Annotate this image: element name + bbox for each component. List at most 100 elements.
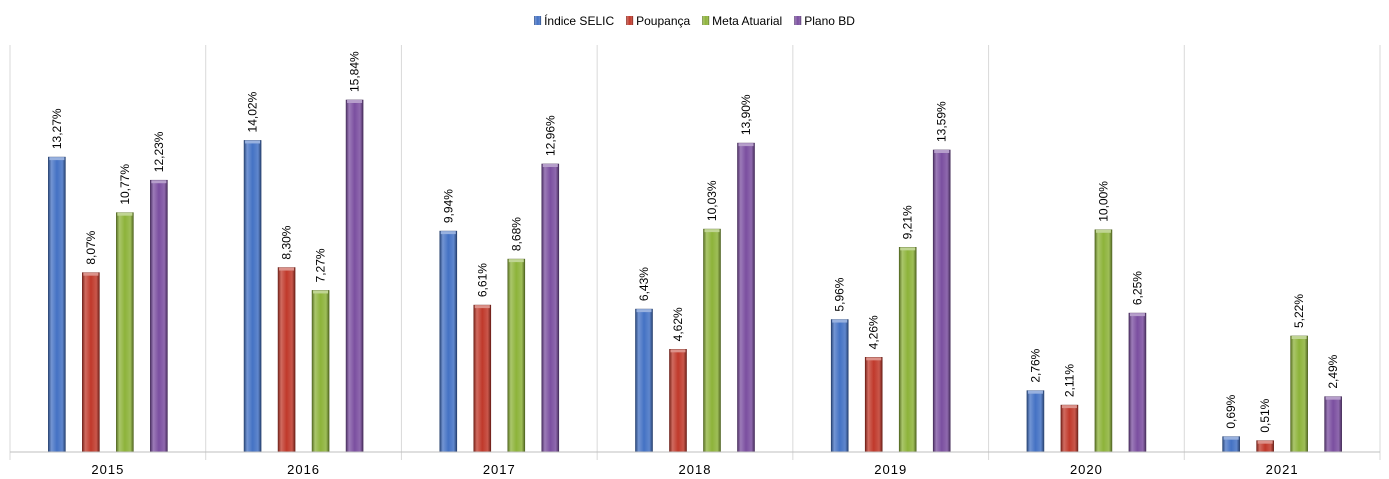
bar-plano-bd-2021 <box>1324 396 1342 453</box>
data-label: 6,25% <box>1130 271 1144 305</box>
data-label: 2,49% <box>1326 354 1340 388</box>
data-label: 0,69% <box>1224 394 1238 428</box>
data-label: 6,43% <box>637 267 651 301</box>
legend-item-plano-bd: Plano BD <box>794 14 855 28</box>
bar-top-highlight <box>738 143 754 147</box>
bar-top-highlight <box>704 229 720 233</box>
data-label: 10,77% <box>118 164 132 205</box>
x-tick-label: 2021 <box>1266 462 1299 477</box>
bar-plano-bd-2016 <box>345 99 364 453</box>
bar-top-highlight <box>1325 396 1341 400</box>
bar-indice-selic-2017 <box>439 230 458 453</box>
bar-top-highlight <box>347 100 363 103</box>
bar-poupanca-2020 <box>1060 404 1079 453</box>
bar-top-highlight <box>117 212 133 216</box>
bars <box>48 99 1342 453</box>
bar-poupanca-2017 <box>473 304 492 453</box>
data-label: 13,59% <box>935 101 949 142</box>
bar-top-highlight <box>636 309 652 313</box>
legend-swatch <box>626 16 634 25</box>
x-tick-label: 2018 <box>679 462 712 477</box>
bar-meta-atuarial-2019 <box>898 247 917 453</box>
bar-indice-selic-2015 <box>48 156 66 453</box>
data-label: 15,84% <box>348 51 362 92</box>
x-tick-label: 2020 <box>1070 462 1103 477</box>
data-label: 8,68% <box>509 217 523 251</box>
x-tick-label: 2019 <box>874 462 907 477</box>
bar-top-highlight <box>83 272 99 276</box>
bar-top-highlight <box>1061 405 1077 409</box>
bar-poupanca-2016 <box>277 267 296 453</box>
legend-item-poupanca: Poupança <box>626 14 690 28</box>
bar-top-highlight <box>670 349 686 353</box>
bar-indice-selic-2020 <box>1026 390 1045 453</box>
x-tick-label: 2017 <box>483 462 516 477</box>
data-label: 14,02% <box>246 91 260 132</box>
bar-top-highlight <box>474 305 490 309</box>
category-separators <box>9 45 1381 460</box>
data-label: 4,62% <box>671 307 685 341</box>
bar-meta-atuarial-2015 <box>116 212 134 453</box>
data-label: 8,07% <box>84 230 98 264</box>
legend-label: Plano BD <box>804 14 855 28</box>
bar-meta-atuarial-2017 <box>507 258 526 453</box>
legend-label: Poupança <box>636 14 690 28</box>
x-tick-label: 2016 <box>287 462 320 477</box>
data-label: 8,30% <box>280 225 294 259</box>
data-label: 5,96% <box>833 277 847 311</box>
bar-top-highlight <box>151 180 167 184</box>
bar-top-highlight <box>1095 229 1111 233</box>
data-label: 10,00% <box>1096 181 1110 222</box>
bar-poupanca-2019 <box>864 357 883 453</box>
bar-meta-atuarial-2018 <box>703 228 721 453</box>
bar-top-highlight <box>49 157 65 161</box>
legend-label: Meta Atuarial <box>712 14 782 28</box>
bar-indice-selic-2019 <box>830 319 849 453</box>
data-label: 4,26% <box>867 315 881 349</box>
data-label: 2,11% <box>1062 364 1076 397</box>
bar-top-highlight <box>900 247 916 251</box>
bar-top-highlight <box>1257 440 1273 444</box>
bar-meta-atuarial-2020 <box>1094 229 1113 453</box>
bar-plano-bd-2019 <box>932 149 951 453</box>
bar-top-highlight <box>245 140 261 144</box>
bar-indice-selic-2016 <box>243 140 262 453</box>
x-axis: 2015 2016 2017 2018 2019 2020 2021 <box>10 451 1380 477</box>
bar-top-highlight <box>1223 436 1239 440</box>
bar-top-highlight <box>440 231 456 235</box>
legend-swatch <box>534 16 542 25</box>
data-label: 13,27% <box>50 108 64 149</box>
bar-top-highlight <box>934 150 950 153</box>
bar-top-highlight <box>542 164 558 167</box>
legend-label: Índice SELIC <box>544 13 614 28</box>
bar-top-highlight <box>832 319 848 323</box>
data-label: 9,94% <box>441 189 455 223</box>
legend-item-meta-atuarial: Meta Atuarial <box>702 14 782 28</box>
data-label: 13,90% <box>739 94 753 135</box>
data-label: 12,23% <box>152 131 166 172</box>
data-labels: 13,27% 8,07% 10,77% 12,23% 14,02% 8,30% 7,27% 1… <box>50 51 1340 433</box>
legend-swatch <box>702 16 710 25</box>
data-label: 5,22% <box>1292 294 1306 328</box>
bar-poupanca-2015 <box>82 272 100 453</box>
bar-top-highlight <box>1027 390 1043 394</box>
data-label: 2,76% <box>1028 348 1042 382</box>
bar-plano-bd-2017 <box>541 163 560 453</box>
bar-plano-bd-2018 <box>737 142 755 453</box>
data-label: 12,96% <box>543 115 557 156</box>
bar-meta-atuarial-2021 <box>1290 335 1308 453</box>
bar-indice-selic-2018 <box>635 308 653 453</box>
data-label: 9,21% <box>901 205 915 239</box>
bar-top-highlight <box>1129 313 1145 317</box>
data-label: 6,61% <box>475 263 489 297</box>
bar-top-highlight <box>279 267 295 271</box>
legend-item-indice-selic: Índice SELIC <box>534 13 614 28</box>
bar-top-highlight <box>313 290 329 294</box>
data-label: 7,27% <box>314 248 328 282</box>
bar-top-highlight <box>866 357 882 361</box>
bar-top-highlight <box>1291 336 1307 339</box>
bar-plano-bd-2015 <box>150 179 168 453</box>
data-label: 10,03% <box>705 180 719 221</box>
